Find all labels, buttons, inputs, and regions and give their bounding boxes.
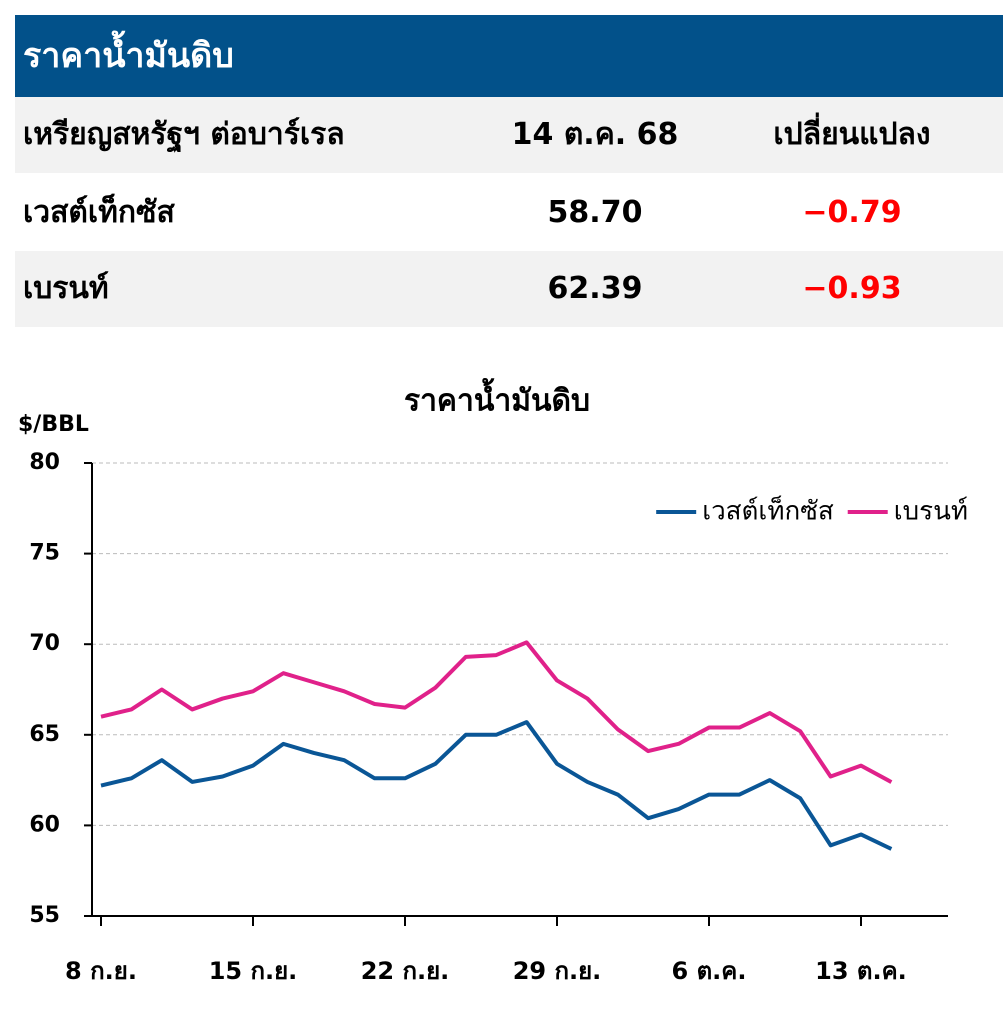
series-line [100, 640, 893, 784]
x-tick-label: 15 ก.ย. [209, 957, 298, 985]
y-tick-label: 60 [29, 812, 60, 837]
cell: −0.93 [802, 271, 902, 306]
table-title: ราคาน้ำมันดิบ [15, 15, 1003, 97]
table-row: เบรนท์ 62.39 −0.93 [15, 251, 1003, 327]
header-cell: เหรียญสหรัฐฯ ต่อบาร์เรล [23, 117, 345, 152]
x-tick-label: 22 ก.ย. [361, 957, 450, 985]
table-header: เหรียญสหรัฐฯ ต่อบาร์เรล 14 ต.ค. 68 เปลี่… [15, 97, 1003, 173]
cell: 62.39 [547, 271, 643, 306]
cell: เวสต์เท็กซัส [23, 195, 175, 230]
series-line [100, 720, 893, 851]
x-tick-label: 8 ก.ย. [65, 957, 137, 985]
x-tick-label: 13 ต.ค. [815, 957, 907, 985]
header-cell: เปลี่ยนแปลง [773, 117, 931, 152]
cell: เบรนท์ [23, 271, 109, 306]
y-tick-label: 75 [29, 541, 60, 566]
header-cell: 14 ต.ค. 68 [511, 117, 679, 152]
cell: −0.79 [802, 195, 902, 230]
legend-label: เวสต์เท็กซัส [702, 495, 834, 527]
y-tick-label: 65 [29, 722, 60, 747]
y-tick-label: 70 [29, 631, 60, 656]
legend-label: เบรนท์ [894, 497, 968, 527]
chart-title: ราคาน้ำมันดิบ [404, 378, 590, 419]
y-axis-label: $/BBL [18, 412, 89, 437]
cell: 58.70 [547, 195, 643, 230]
table-row: เวสต์เท็กซัส 58.70 −0.79 [15, 175, 1003, 251]
y-tick-label: 55 [29, 903, 60, 928]
x-tick-label: 29 ก.ย. [513, 957, 602, 985]
x-tick-label: 6 ต.ค. [672, 957, 747, 985]
y-tick-label: 80 [29, 450, 60, 475]
